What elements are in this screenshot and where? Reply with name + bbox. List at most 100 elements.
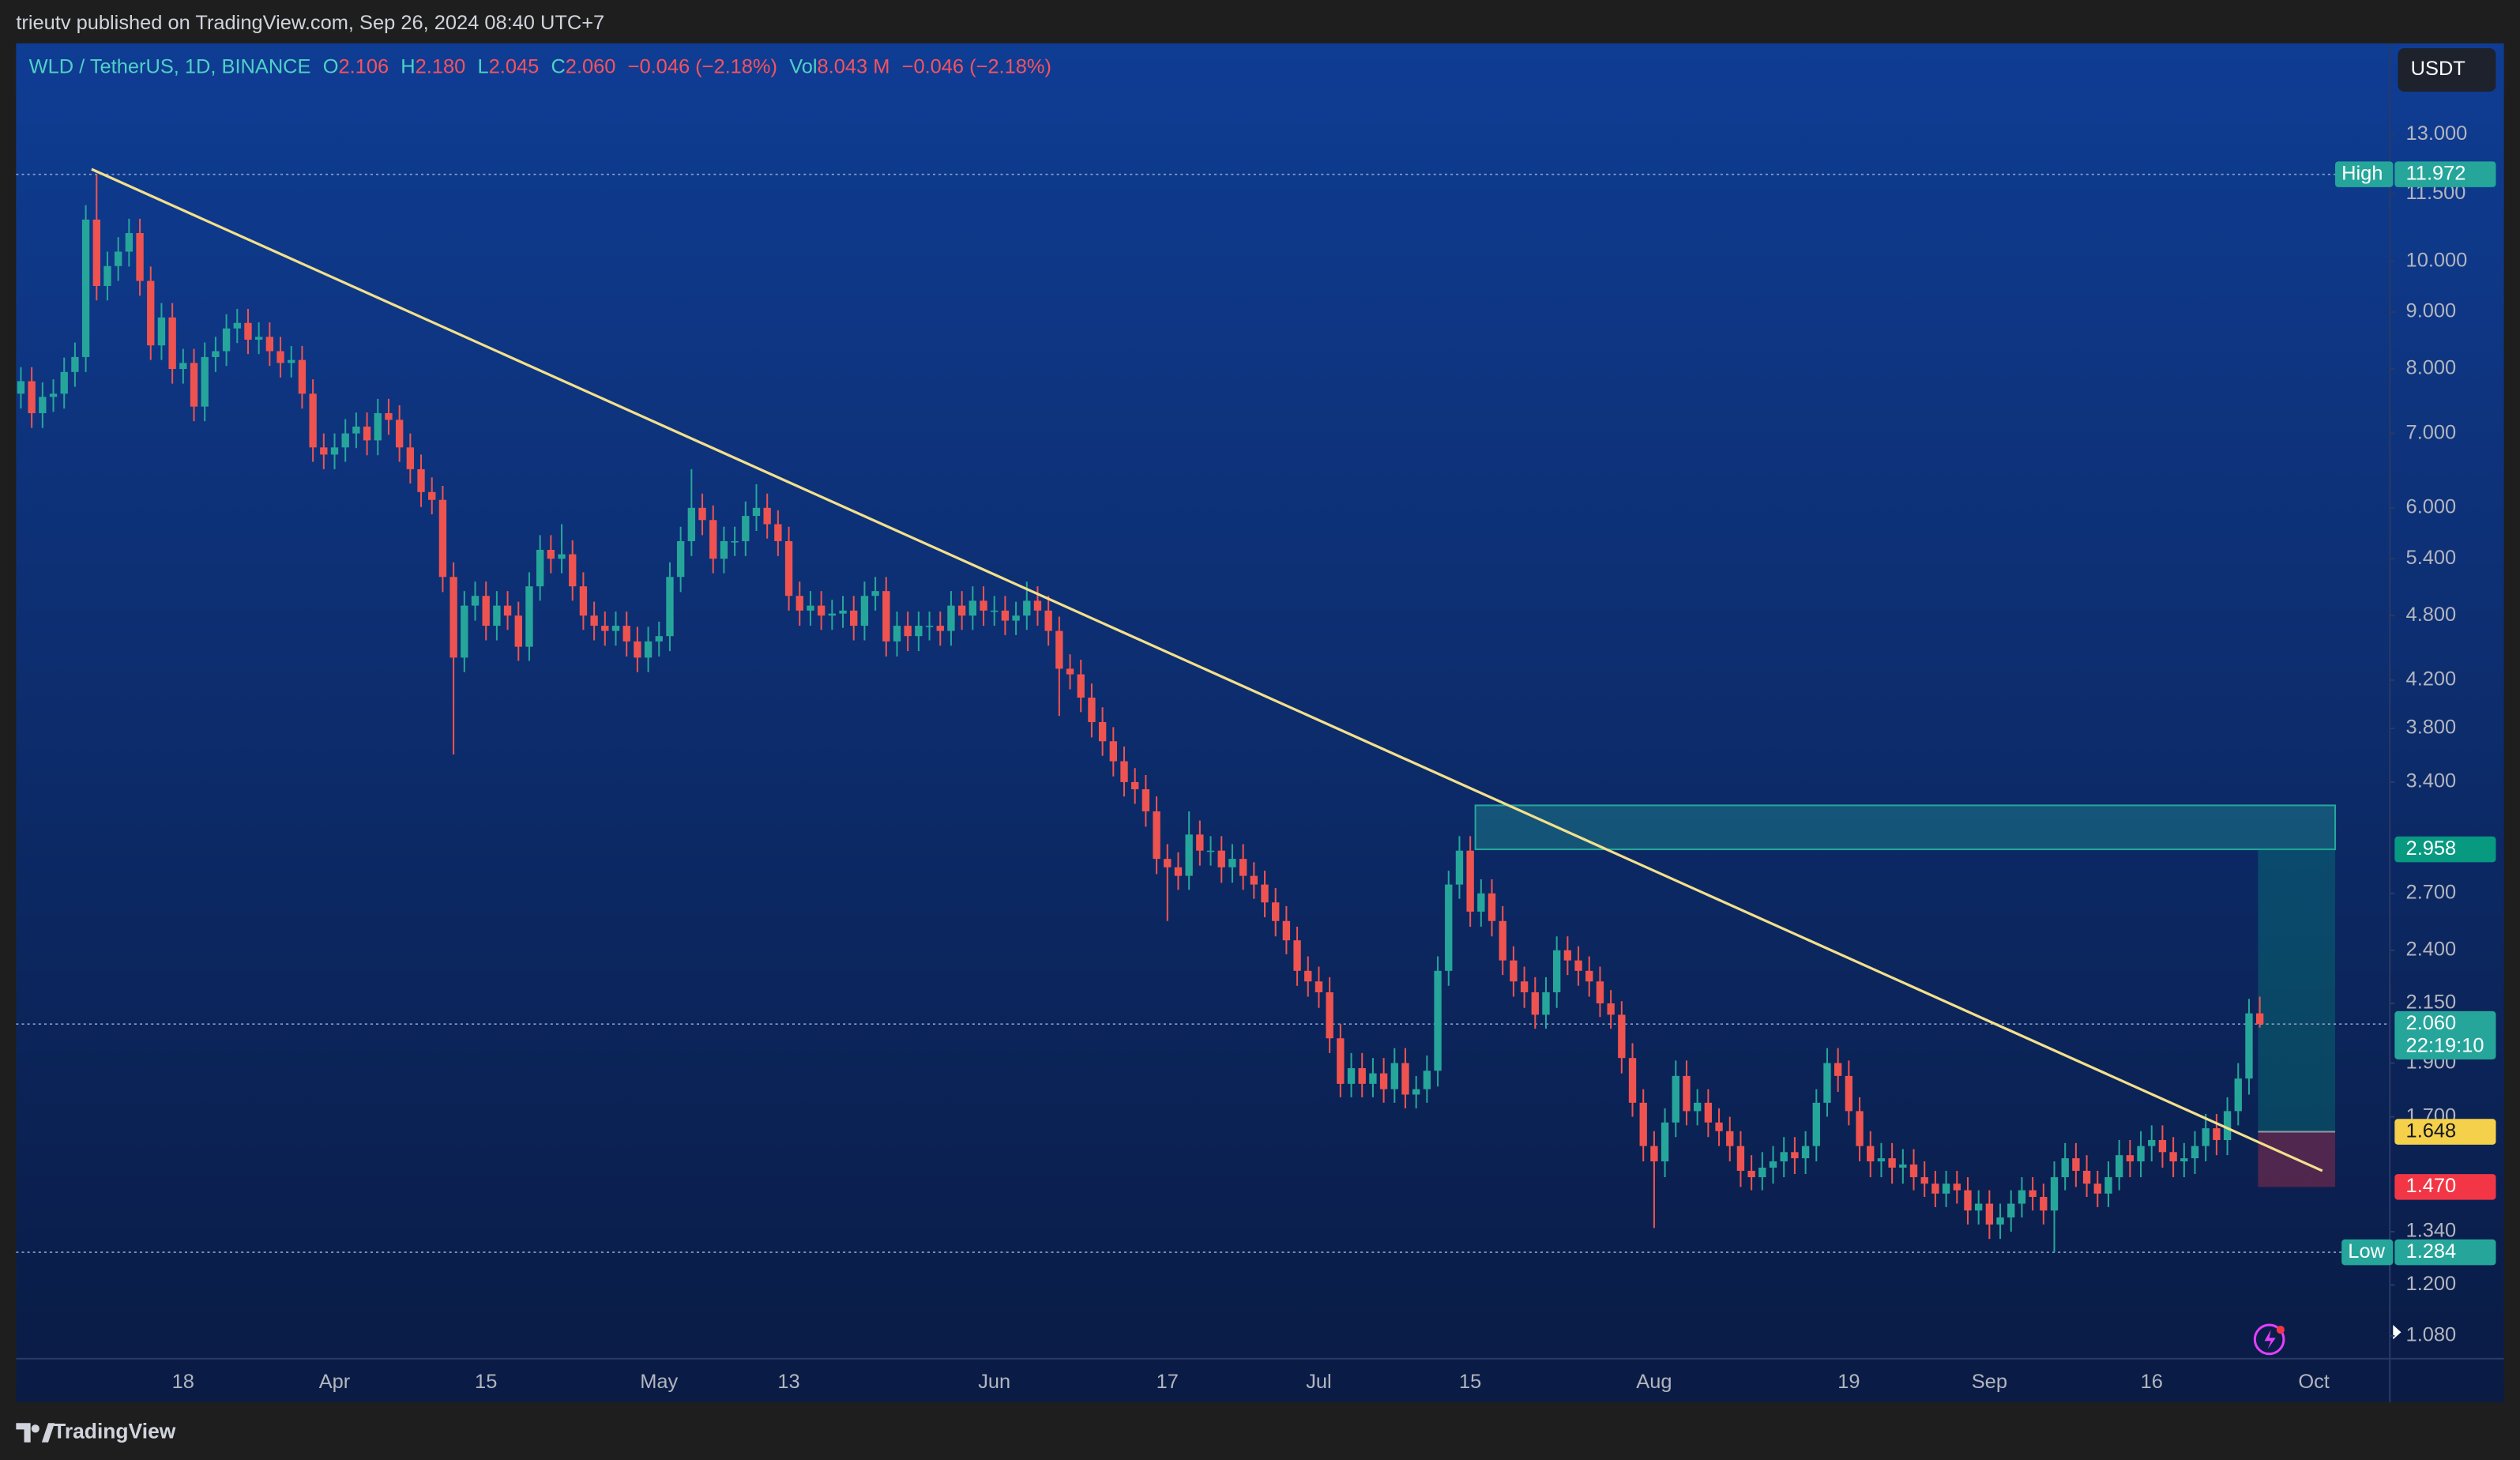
candle-body (449, 577, 457, 658)
y-tick-label: 1.340 (2406, 1220, 2457, 1242)
x-tick-label: Jun (978, 1371, 1010, 1393)
currency-label[interactable]: USDT (2411, 58, 2465, 80)
legend-value: 2.060 (566, 55, 616, 77)
candle-body (1661, 1122, 1669, 1162)
y-tick-label: 2.400 (2406, 939, 2457, 961)
candle-body (406, 447, 415, 469)
candle-body (980, 600, 987, 611)
candle-body (395, 420, 404, 448)
candle-body (1920, 1177, 1928, 1184)
candle-body (547, 549, 555, 559)
candle-body (666, 577, 674, 637)
chart-background (16, 43, 2504, 1402)
y-tick-label: 10.000 (2406, 249, 2468, 271)
last-price-tag-box (2394, 1010, 2496, 1059)
candle-body (1120, 761, 1128, 782)
candle-body (363, 426, 371, 441)
candle-body (763, 507, 771, 525)
candle-body (298, 359, 307, 394)
candle-body (1196, 834, 1204, 851)
legend-key: C (551, 55, 565, 77)
y-tick-label: 6.000 (2406, 496, 2457, 518)
candle-body (991, 610, 999, 612)
x-tick-label: 13 (777, 1371, 799, 1393)
entry-tag: 1.648 (2406, 1119, 2457, 1142)
candle-body (1856, 1111, 1864, 1146)
candle-body (201, 356, 209, 407)
candle-body (1228, 859, 1236, 867)
candle-body (1974, 1203, 1983, 1211)
candle-body (784, 540, 793, 596)
y-tick-label: 2.150 (2406, 992, 2457, 1014)
candle-body (493, 605, 501, 627)
candle-body (1185, 834, 1193, 876)
candle-body (742, 516, 750, 541)
legend-value: 2.106 (338, 55, 389, 77)
candle-body (936, 626, 944, 631)
candle-body (828, 613, 837, 616)
brand: TradingView (53, 1419, 176, 1443)
candle-body (1801, 1146, 1810, 1159)
alert-icon[interactable] (2253, 1323, 2285, 1356)
zone (1474, 804, 2337, 851)
candle-body (871, 591, 879, 596)
candle-body (1293, 940, 1301, 971)
candle-body (92, 219, 100, 286)
x-tick-label: 18 (172, 1371, 194, 1393)
candle-body (1272, 902, 1280, 921)
last-price-tag: 2.060 (2406, 1012, 2457, 1034)
candle-body (2234, 1078, 2242, 1112)
candle-body (1867, 1146, 1875, 1162)
candle-body (417, 468, 425, 492)
candle-body (1012, 615, 1020, 621)
candle-body (1747, 1170, 1755, 1178)
candle-body (438, 499, 447, 578)
alert-circle[interactable] (2253, 1323, 2285, 1356)
candle-body (1585, 970, 1593, 982)
y-tick-label: 3.400 (2406, 770, 2457, 792)
candle-body (709, 520, 717, 559)
candle-body (1033, 600, 1042, 611)
candle-body (579, 586, 588, 616)
legend-volume: 8.043 M (818, 55, 890, 77)
legend-change: −0.046 (−2.18%) (628, 55, 777, 77)
candle-body (71, 356, 79, 372)
candle-body (2223, 1111, 2232, 1141)
scroll-arrow[interactable] (2393, 1325, 2402, 1340)
candle-body (687, 507, 696, 541)
candle-body (1261, 884, 1269, 903)
candle-body (1239, 859, 1247, 876)
legend-symbol: WLD / TetherUS, 1D, BINANCE (29, 55, 311, 77)
candle-body (698, 507, 706, 521)
candle-body (957, 605, 966, 616)
candle-body (309, 393, 317, 448)
candle-body (1693, 1102, 1702, 1112)
candle-body (536, 549, 544, 587)
candle-body (1098, 721, 1107, 742)
candle-body (1001, 610, 1010, 621)
candle-body (1142, 788, 1150, 811)
alert-bolt[interactable] (2264, 1330, 2276, 1349)
candle-body (1715, 1122, 1723, 1131)
low-label: Low (2348, 1240, 2385, 1262)
candle-body (168, 317, 176, 369)
legend-key: L (478, 55, 489, 77)
trend-line (91, 167, 2323, 1172)
candle-body (1445, 884, 1453, 971)
candle-body (1369, 1073, 1377, 1084)
currency-button[interactable] (2398, 48, 2496, 92)
candle-body (2104, 1177, 2112, 1194)
candle-body (882, 591, 890, 642)
candle-body (1412, 1089, 1420, 1095)
alert-dot[interactable] (2276, 1326, 2285, 1334)
candle-body (233, 322, 241, 329)
candle-body (1109, 741, 1117, 762)
candle-body (81, 219, 90, 357)
candle-body (374, 412, 382, 441)
high-label-box (2335, 161, 2394, 187)
candle-body (1217, 850, 1225, 867)
low-label-box (2341, 1239, 2394, 1266)
candle-body (1466, 850, 1474, 912)
candle-body (611, 626, 620, 631)
